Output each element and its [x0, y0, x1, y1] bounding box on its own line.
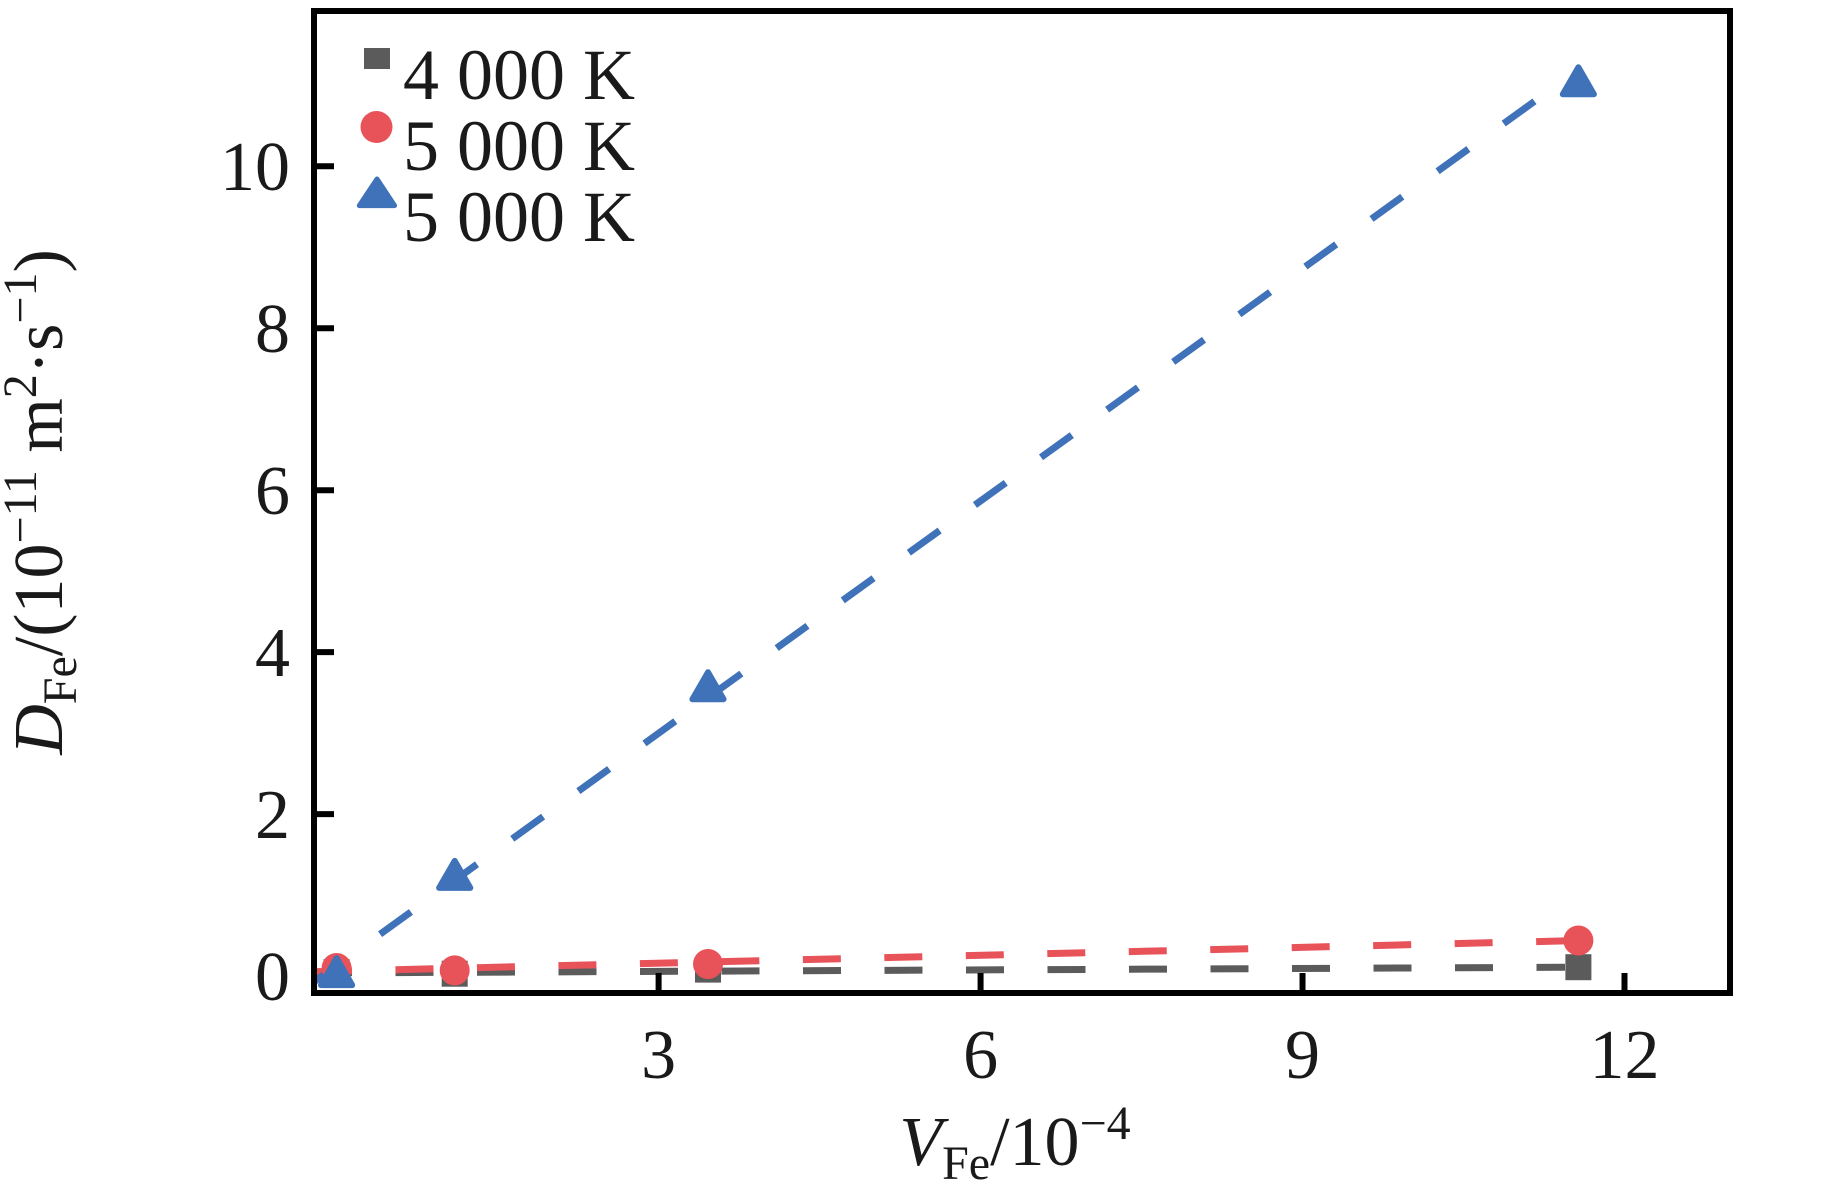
- svg-text:4 000 K: 4 000 K: [403, 35, 635, 115]
- svg-text:3: 3: [641, 1017, 676, 1094]
- svg-text:5 000 K: 5 000 K: [403, 177, 635, 257]
- svg-text:DFe/(10−11 m2·s−1): DFe/(10−11 m2·s−1): [0, 249, 87, 756]
- svg-text:5 000 K: 5 000 K: [403, 106, 635, 186]
- svg-text:2: 2: [255, 777, 290, 854]
- svg-text:12: 12: [1590, 1017, 1660, 1094]
- svg-text:6: 6: [255, 453, 290, 530]
- svg-text:9: 9: [1285, 1017, 1320, 1094]
- svg-text:0: 0: [255, 939, 290, 1016]
- svg-text:VFe/10−4: VFe/10−4: [899, 1097, 1130, 1191]
- svg-text:6: 6: [963, 1017, 998, 1094]
- svg-text:10: 10: [220, 129, 290, 206]
- svg-text:4: 4: [255, 615, 290, 692]
- svg-text:8: 8: [255, 291, 290, 368]
